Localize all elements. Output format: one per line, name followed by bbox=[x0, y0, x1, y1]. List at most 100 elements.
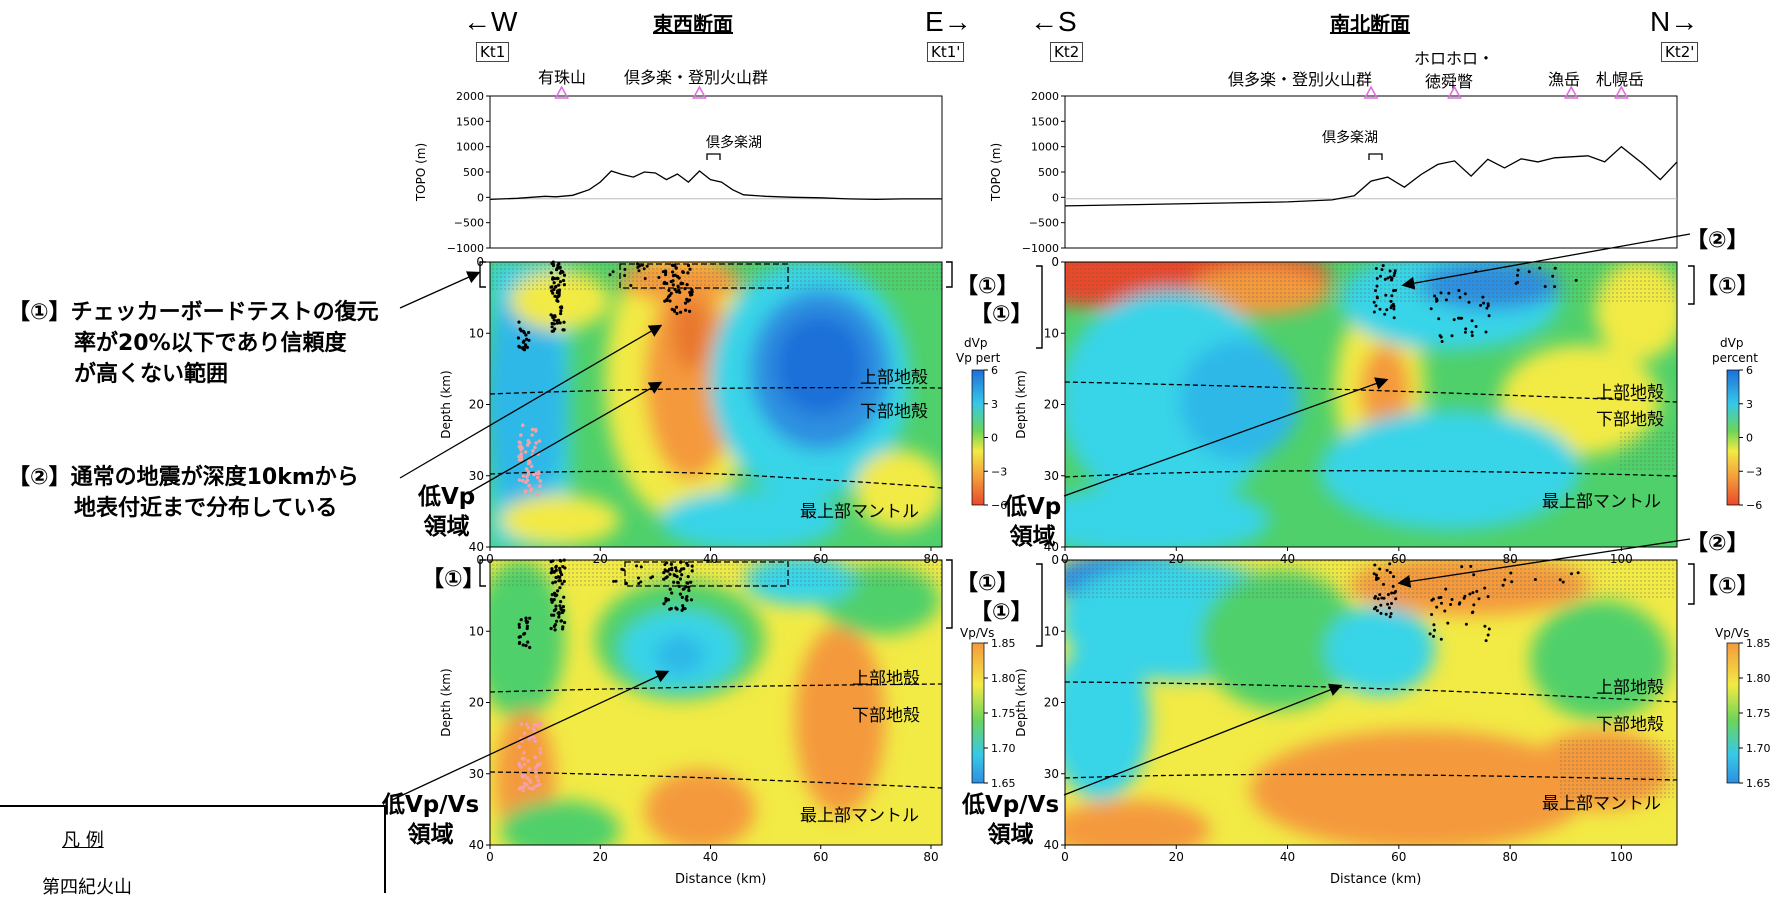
topo-ytick-label: 0 bbox=[1052, 191, 1059, 204]
cb-tick-label: 1.75 bbox=[1746, 707, 1771, 720]
hypocenter bbox=[677, 584, 681, 589]
hypocenter bbox=[666, 598, 671, 602]
hypocenter bbox=[1376, 597, 1380, 601]
hypocenter bbox=[629, 284, 633, 287]
lake-brace-ns bbox=[1368, 153, 1383, 160]
legend-item-quaternary-volcano: 第四紀火山 bbox=[42, 877, 132, 898]
hypocenter bbox=[1432, 634, 1435, 638]
hypocenter bbox=[642, 267, 646, 271]
ytick-label: 0 bbox=[1051, 255, 1059, 269]
hypocenter bbox=[1435, 605, 1439, 609]
hypocenter bbox=[681, 587, 685, 591]
hypocenter bbox=[681, 270, 685, 274]
hypocenter bbox=[554, 575, 558, 580]
hypocenter bbox=[518, 635, 523, 639]
hypocenter bbox=[1470, 330, 1474, 334]
hypocenter bbox=[1373, 563, 1377, 567]
hypocenter bbox=[532, 722, 537, 727]
hypocenter bbox=[1379, 611, 1383, 615]
hypocenter bbox=[553, 628, 557, 632]
hypocenter bbox=[563, 566, 567, 570]
hypocenter bbox=[1486, 302, 1490, 306]
marker-kt2-prime: Kt2' bbox=[1661, 42, 1699, 62]
hypocenter bbox=[527, 338, 531, 342]
ytick-label: 30 bbox=[469, 469, 484, 483]
hypocenter bbox=[675, 575, 679, 579]
hypocenter bbox=[1378, 567, 1382, 571]
hypocenter bbox=[635, 564, 638, 568]
hypocenter bbox=[533, 784, 537, 789]
topo-ytick-label: 1000 bbox=[1031, 141, 1059, 154]
earthquake-hypocenters bbox=[516, 260, 1580, 793]
hypocenter bbox=[1433, 628, 1436, 632]
hypocenter bbox=[532, 729, 536, 733]
hypocenter bbox=[1432, 623, 1436, 627]
hypocenter bbox=[533, 445, 537, 450]
hypocenter bbox=[1384, 293, 1388, 297]
hypocenter bbox=[559, 312, 563, 316]
hypocenter bbox=[1386, 602, 1390, 606]
hypocenter bbox=[685, 283, 689, 287]
hypocenter bbox=[554, 607, 558, 611]
hypocenter bbox=[557, 611, 561, 615]
hypocenter bbox=[1394, 597, 1398, 601]
hypocenter bbox=[664, 597, 668, 601]
hypocenter bbox=[523, 450, 528, 454]
xtick-label: 80 bbox=[923, 552, 938, 566]
hypocenter bbox=[686, 271, 690, 275]
topo-ytick-label: −1000 bbox=[1022, 242, 1059, 255]
hypocenter bbox=[1471, 591, 1475, 595]
hypocenter bbox=[612, 579, 616, 583]
hypocenter bbox=[538, 722, 543, 726]
hypocenter bbox=[1574, 278, 1578, 282]
hypocenter bbox=[557, 283, 561, 287]
hypocenter bbox=[688, 309, 692, 313]
lake-label-ew: 倶多楽湖 bbox=[706, 135, 762, 151]
hypocenter bbox=[1452, 318, 1456, 322]
hypocenter bbox=[1483, 624, 1487, 628]
hypocenter bbox=[524, 343, 528, 347]
hypocenter bbox=[530, 433, 534, 437]
topo-line-ew bbox=[489, 170, 942, 201]
topo-ytick-label: 0 bbox=[477, 191, 484, 204]
hypocenter bbox=[525, 621, 529, 625]
hypocenter bbox=[517, 745, 522, 749]
hypocenter bbox=[684, 308, 688, 312]
hypocenter bbox=[669, 606, 673, 611]
highlight-box-ew-vpvs bbox=[624, 561, 789, 587]
hypocenter bbox=[1429, 307, 1433, 311]
bracket-1-label-d: 【①】 bbox=[956, 571, 1019, 596]
volcano-label-sapporo: 札幌岳 bbox=[1596, 70, 1645, 89]
hypocenter bbox=[623, 267, 627, 271]
hypocenter bbox=[561, 278, 566, 283]
hypocenter bbox=[560, 582, 564, 586]
hypocenter bbox=[1439, 595, 1443, 599]
hypocenter bbox=[551, 581, 555, 585]
hypocenter bbox=[535, 723, 540, 727]
xtick-label: 60 bbox=[1391, 552, 1406, 566]
volcano-marker-ns-2 bbox=[1563, 85, 1579, 99]
hypocenter bbox=[678, 592, 683, 596]
cb-dvp-ns-label1: dVp bbox=[1720, 336, 1744, 350]
hypocenter bbox=[1375, 296, 1379, 300]
hypocenter bbox=[1392, 274, 1396, 278]
hypocenter bbox=[525, 345, 530, 349]
topo-ytick-label: −1000 bbox=[447, 242, 484, 255]
hypocenter bbox=[1384, 612, 1388, 616]
xtick-label: 20 bbox=[593, 552, 608, 566]
hypocenter bbox=[549, 626, 553, 631]
ytick-label: 20 bbox=[1044, 398, 1059, 412]
hypocenter bbox=[517, 625, 522, 629]
hypocenter bbox=[1383, 277, 1387, 281]
hypocenter bbox=[1386, 276, 1390, 280]
hypocenter bbox=[669, 562, 674, 566]
hypocenter bbox=[534, 765, 538, 770]
hypocenter bbox=[672, 580, 676, 584]
hypocenter bbox=[614, 579, 618, 583]
ytick-label: 40 bbox=[1044, 838, 1059, 852]
hypocenter bbox=[1390, 294, 1394, 298]
hypocenter bbox=[517, 622, 521, 627]
hypocenter bbox=[1388, 269, 1392, 273]
heatmap-ew-dvp bbox=[490, 262, 942, 547]
hypocenter bbox=[611, 270, 615, 274]
